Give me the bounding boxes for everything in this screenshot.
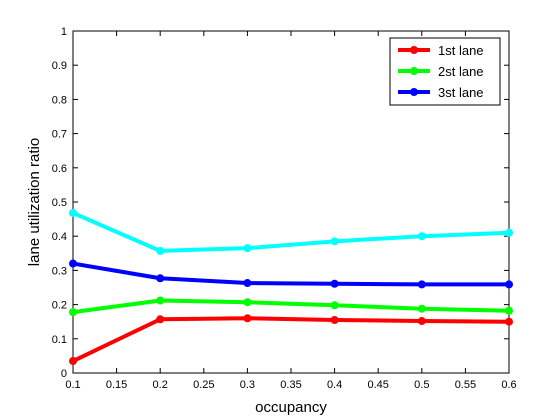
series-line-2 [72, 298, 510, 315]
data-point [330, 315, 339, 324]
y-axis-ticks: 0 0.1 0.2 0.3 0.4 0.5 0.6 0.7 0.8 0.9 1 [52, 26, 509, 380]
data-point [505, 228, 513, 237]
y-tick-label: 0.9 [52, 60, 67, 72]
data-point [505, 306, 513, 315]
x-tick-label: 0.6 [501, 379, 516, 391]
legend: 1st lane 2st lane 3st lane [389, 37, 501, 106]
y-tick-label: 0.8 [52, 94, 67, 106]
y-tick-label: 0 [61, 368, 67, 380]
x-tick-label: 0.25 [193, 379, 214, 391]
data-point [505, 317, 513, 326]
series-line-1 [72, 316, 510, 363]
data-point [69, 208, 77, 217]
legend-label: 1st lane [438, 43, 484, 58]
x-tick-label: 0.4 [327, 379, 342, 391]
y-tick-label: 0.6 [52, 163, 67, 175]
x-tick-label: 0.35 [280, 379, 301, 391]
data-point [69, 259, 77, 268]
x-tick-label: 0.5 [414, 379, 429, 391]
x-tick-label: 0.3 [240, 379, 255, 391]
y-tick-label: 0.5 [52, 197, 67, 209]
data-point [243, 314, 252, 323]
data-point [330, 301, 339, 310]
data-point [243, 244, 252, 253]
x-tick-label: 0.2 [153, 379, 168, 391]
legend-label: 2st lane [438, 64, 484, 79]
y-tick-label: 0.4 [52, 231, 67, 243]
data-point [156, 274, 165, 283]
legend-marker [410, 67, 418, 75]
data-point [417, 304, 426, 313]
data-point [156, 296, 165, 305]
legend-marker [410, 46, 418, 54]
data-point [330, 279, 339, 288]
x-axis-label: occupancy [255, 399, 327, 416]
data-point [156, 246, 165, 255]
series-layer [69, 208, 513, 366]
legend-label: 3st lane [438, 85, 484, 100]
data-point [156, 315, 165, 324]
data-point [505, 280, 513, 289]
data-point [243, 279, 252, 288]
x-tick-label: 0.15 [106, 379, 127, 391]
legend-marker [410, 88, 418, 96]
x-tick-label: 0.55 [455, 379, 476, 391]
data-point [243, 298, 252, 307]
data-point [69, 308, 77, 317]
data-point [417, 280, 426, 289]
x-axis-ticks: 0.1 0.15 0.2 0.25 0.3 0.35 0.4 0.45 0.5 0.55 0.6 [65, 31, 517, 391]
y-tick-label: 0.1 [52, 334, 67, 346]
x-tick-label: 0.1 [65, 379, 80, 391]
data-point [417, 317, 426, 326]
y-axis-label: lane utilization ratio [26, 138, 43, 266]
data-point [417, 232, 426, 241]
series-line-3 [72, 261, 509, 287]
y-tick-label: 1 [61, 26, 67, 38]
y-tick-label: 0.2 [52, 300, 67, 312]
y-tick-label: 0.3 [52, 265, 67, 277]
series-line-4 [72, 211, 510, 253]
data-point [69, 357, 77, 366]
data-point [330, 237, 339, 246]
x-tick-label: 0.45 [367, 379, 388, 391]
y-tick-label: 0.7 [52, 129, 67, 141]
